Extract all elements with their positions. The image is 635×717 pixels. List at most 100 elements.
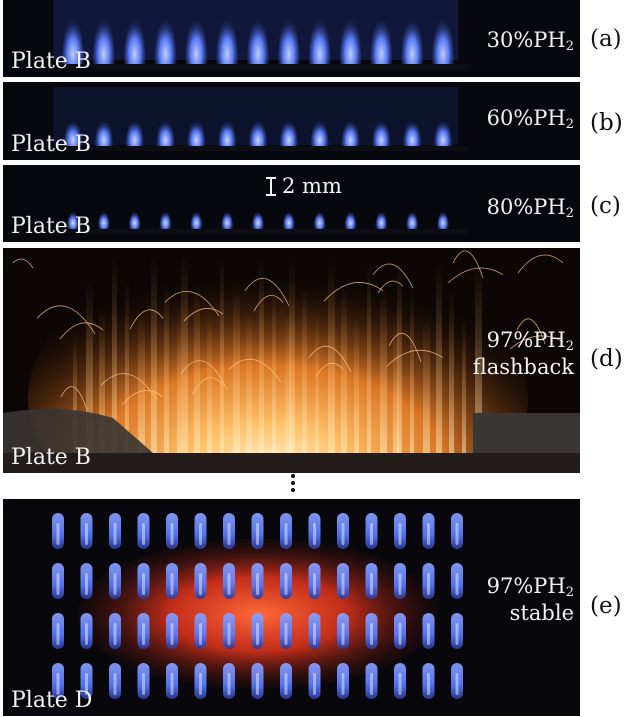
flame-streak <box>246 311 252 453</box>
flame-core <box>284 573 288 595</box>
plate-label: Plate B <box>11 445 91 470</box>
spark-trail <box>60 386 88 411</box>
flame-core <box>170 623 174 645</box>
continuation-dots <box>290 474 296 496</box>
flame-cone <box>339 6 362 66</box>
panel-b-flames <box>48 87 468 151</box>
spark-trail <box>36 305 96 335</box>
flame-core <box>398 623 402 645</box>
flame-core <box>341 623 345 645</box>
flame-streak <box>259 258 264 453</box>
flame-cone <box>67 209 79 229</box>
flame-streak <box>272 285 276 453</box>
flame-cone <box>94 113 113 147</box>
flame-core <box>227 573 231 595</box>
flame-cone <box>156 113 175 147</box>
flame-core <box>142 523 145 545</box>
flame-core <box>256 673 259 695</box>
flame-cone <box>401 6 424 66</box>
flame-streak <box>315 313 319 453</box>
flame-cone <box>277 6 300 66</box>
flame-streak <box>475 264 482 453</box>
flame-core <box>313 573 316 595</box>
flame-cone <box>221 209 234 229</box>
flame-cone <box>437 209 449 229</box>
flame-cone <box>125 113 144 147</box>
flame-streak <box>289 259 295 453</box>
flame-core <box>427 523 430 545</box>
flame-streak <box>285 312 292 453</box>
scale-bar: 2 mm <box>266 176 342 197</box>
flame-core <box>398 523 402 545</box>
flame-streak <box>233 284 240 453</box>
flame-core <box>313 623 316 645</box>
flame-cone <box>216 6 239 66</box>
flame-streak <box>423 316 430 453</box>
flame-core <box>427 623 430 645</box>
flame-core <box>85 523 88 545</box>
panel-tag-c: (c) <box>590 193 621 219</box>
flame-cone <box>154 6 177 66</box>
panel-tag-b: (b) <box>590 110 623 136</box>
flame-core <box>370 573 373 595</box>
flame-core <box>199 673 202 695</box>
flame-cone <box>310 113 329 147</box>
flame-cone <box>185 6 208 66</box>
spark-trail <box>308 345 352 373</box>
condition-label: 30%PH2 <box>486 28 574 54</box>
flame-core <box>455 673 459 695</box>
flame-streak <box>354 314 359 453</box>
flame-core <box>113 573 117 595</box>
flame-core <box>427 573 430 595</box>
spark-trail <box>452 250 484 279</box>
flame-streak <box>393 315 399 453</box>
flame-streak <box>99 307 105 453</box>
flame-cone <box>406 209 419 229</box>
panel-e-flame-array <box>3 499 580 716</box>
flame-core <box>227 523 231 545</box>
panel-e-photo: Plate D 97%PH2 stable <box>3 499 580 716</box>
flame-cone <box>218 113 237 147</box>
flame-core <box>56 623 60 645</box>
flame-core <box>85 573 88 595</box>
flame-core <box>113 623 117 645</box>
panel-a-flames <box>48 0 468 70</box>
flame-cone <box>279 113 298 147</box>
plate-label: Plate B <box>11 214 91 239</box>
flame-cone <box>123 6 146 66</box>
spark-trail <box>517 254 564 274</box>
flame-streak <box>112 254 117 453</box>
condition-label: 97%PH2 flashback <box>472 328 574 379</box>
condition-label: 80%PH2 <box>486 195 574 221</box>
flame-streak <box>181 256 188 453</box>
flame-core <box>56 523 60 545</box>
flame-core <box>284 523 288 545</box>
flame-core <box>142 673 145 695</box>
flame-core <box>56 673 60 695</box>
flame-core <box>455 573 459 595</box>
flame-core <box>199 623 202 645</box>
flame-core <box>455 523 459 545</box>
flame-core <box>85 623 88 645</box>
flame-core <box>56 573 60 595</box>
spark-trail <box>516 318 546 345</box>
flame-streak <box>177 309 181 453</box>
flame-core <box>170 523 174 545</box>
spark-trail <box>228 358 282 383</box>
flame-cone <box>432 6 454 66</box>
flame-streak <box>125 281 129 453</box>
flame-core <box>227 623 231 645</box>
flame-core <box>398 673 402 695</box>
flame-cone <box>92 6 115 66</box>
flame-core <box>199 523 202 545</box>
flame-cone <box>64 113 82 147</box>
flame-cone <box>247 6 269 66</box>
panel-tag-a: (a) <box>590 26 622 52</box>
condition-label: 60%PH2 <box>486 106 574 132</box>
flame-streak <box>164 282 169 453</box>
panel-c-flames <box>48 209 468 233</box>
plate-label: Plate B <box>11 49 91 74</box>
flame-streak <box>367 261 371 453</box>
flame-cone <box>308 6 331 66</box>
flame-streak <box>86 280 93 453</box>
